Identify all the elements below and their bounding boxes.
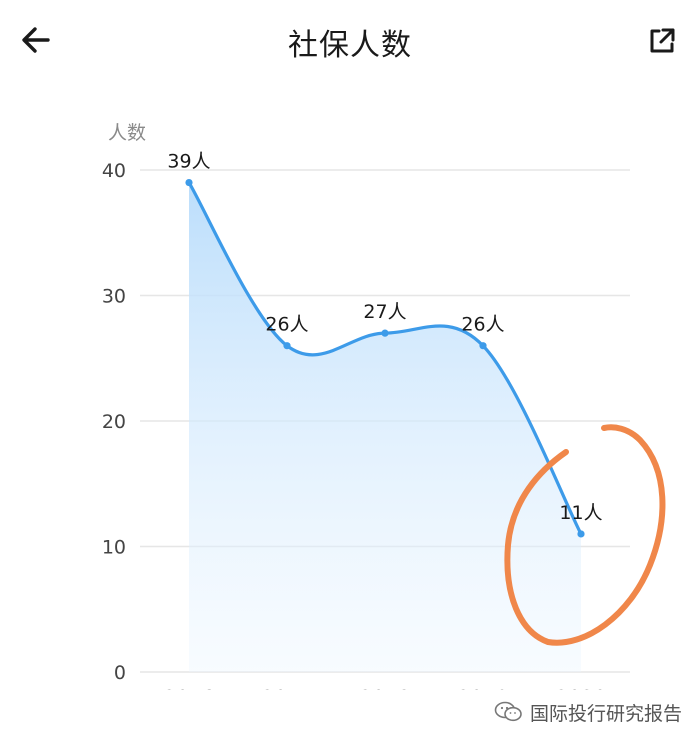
- data-label: 26人: [265, 314, 308, 336]
- external-link-icon: [650, 28, 675, 53]
- data-point: [577, 530, 585, 538]
- arrow-left-icon: [22, 27, 50, 53]
- y-tick-labels: 0 10 20 30 40: [102, 160, 126, 684]
- data-points: [185, 178, 585, 538]
- page-title: 社保人数: [288, 28, 412, 63]
- x-tick-labels: 2016 2017 2018 2019 2020: [164, 686, 607, 690]
- y-tick-label: 10: [102, 537, 126, 559]
- area-fill: [189, 182, 581, 673]
- data-point: [283, 342, 291, 350]
- data-point: [185, 178, 193, 187]
- footer: 国际投行研究报告: [494, 697, 682, 727]
- back-button[interactable]: [18, 22, 58, 58]
- header: 社保人数: [0, 0, 700, 84]
- data-labels: 39人 26人 27人 26人 11人: [167, 151, 602, 524]
- area-fill-shape: [189, 182, 581, 673]
- annotation-circle: [504, 424, 666, 646]
- data-label: 11人: [559, 502, 602, 524]
- y-tick-label: 30: [102, 286, 126, 308]
- x-tick-label: 2017: [262, 686, 313, 690]
- x-tick-label: 2016: [164, 686, 215, 690]
- line-chart: 人数 0 10 20 30 40 2016 2017 2018 2019 2020 39人 26人…: [102, 122, 666, 690]
- x-tick-label: 2019: [458, 686, 509, 690]
- data-point: [381, 329, 389, 337]
- wechat-icon: [494, 701, 522, 722]
- y-tick-label: 20: [102, 411, 126, 433]
- x-tick-label: 2018: [360, 686, 411, 690]
- data-label: 26人: [461, 314, 504, 336]
- x-tick-label: 2020: [556, 686, 607, 690]
- footer-text: 国际投行研究报告: [529, 702, 682, 725]
- y-tick-label: 40: [102, 160, 126, 182]
- data-label: 39人: [167, 151, 210, 173]
- data-label: 27人: [363, 301, 406, 323]
- share-button[interactable]: [644, 24, 678, 58]
- y-axis-label: 人数: [108, 122, 146, 144]
- data-point: [479, 342, 487, 350]
- y-tick-label: 0: [114, 662, 126, 684]
